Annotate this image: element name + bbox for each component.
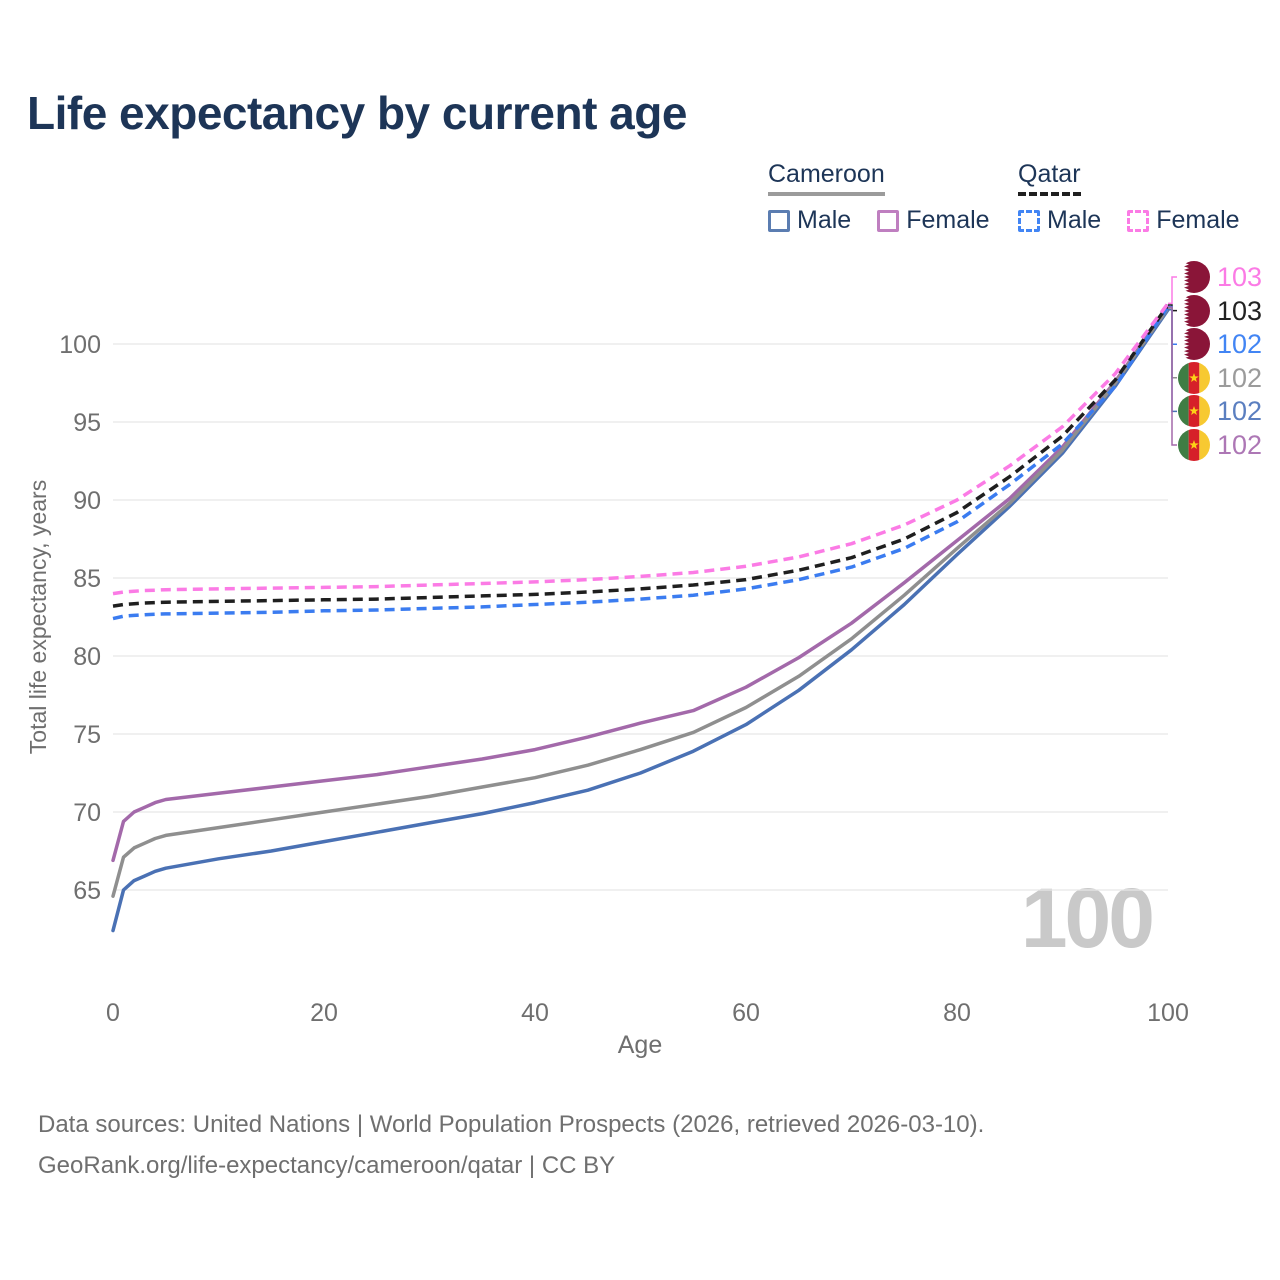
series-line-qatar-male[interactable] [112, 305, 1170, 621]
x-tick-label-20: 20 [310, 999, 338, 1027]
x-tick-label-60: 60 [732, 999, 760, 1027]
qatar-flag-icon [1178, 261, 1210, 293]
legend-checkbox-cameroon-male[interactable]: Male [768, 206, 851, 235]
x-axis-ticks: 0 20 40 60 80 100 [106, 999, 1189, 1027]
end-label-connector-qatar-female [1168, 276, 1177, 305]
legend-group-qatar: Qatar Male Female [1018, 160, 1240, 235]
checkbox-icon [768, 209, 790, 232]
series-line-cameroon-female[interactable] [111, 305, 1170, 863]
page-title: Life expectancy by current age [27, 87, 687, 139]
x-axis-title: Age [618, 1031, 662, 1059]
gridlines [113, 343, 1168, 891]
qatar-flag-icon [1178, 328, 1210, 360]
y-axis-title: Total life expectancy, years [25, 480, 51, 754]
label-connectors [1168, 276, 1177, 446]
y-tick-label-65: 65 [73, 877, 101, 905]
checkbox-icon [1127, 209, 1150, 232]
legend-item-label: Female [1156, 206, 1240, 234]
legend-group-cameroon: Cameroon Male Female [768, 160, 990, 235]
y-tick-label-80: 80 [73, 643, 101, 671]
cameroon-flag-icon [1178, 395, 1210, 427]
series-line-cameroon-male[interactable] [111, 307, 1170, 933]
end-label-value: 102 [1217, 363, 1263, 393]
end-label-cameroon-female: 102 [1178, 429, 1262, 461]
end-label-value: 102 [1217, 430, 1263, 460]
series-lines [111, 302, 1170, 933]
x-tick-label-40: 40 [521, 999, 549, 1027]
qatar-flag-icon [1178, 295, 1210, 327]
y-tick-label-70: 70 [73, 799, 101, 827]
footer-sources: Data sources: United Nations | World Pop… [38, 1111, 985, 1138]
cameroon-flag-icon [1178, 362, 1210, 394]
x-tick-label-80: 80 [943, 999, 971, 1027]
end-label-qatar-total: 103 [1178, 295, 1262, 327]
legend-item-label: Male [1047, 206, 1102, 234]
end-label-value: 102 [1217, 396, 1263, 426]
end-label-cameroon-male: 102 [1178, 395, 1262, 427]
y-tick-label-90: 90 [73, 487, 101, 515]
end-label-qatar-female: 103 [1178, 261, 1262, 293]
x-tick-label-100: 100 [1147, 999, 1189, 1027]
legend-checkbox-cameroon-female[interactable]: Female [877, 206, 990, 235]
y-axis-ticks: 65 70 75 80 85 90 95 100 [59, 331, 101, 905]
cameroon-flag-icon [1178, 429, 1210, 461]
legend-header-cameroon[interactable]: Cameroon [768, 160, 885, 196]
legend-checkbox-qatar-male[interactable]: Male [1018, 206, 1101, 235]
end-label-cameroon-total: 102 [1178, 362, 1262, 394]
y-tick-label-85: 85 [73, 565, 101, 593]
legend-checkbox-qatar-female[interactable]: Female [1127, 206, 1240, 235]
end-label-value: 103 [1217, 296, 1263, 326]
y-tick-label-75: 75 [73, 721, 101, 749]
end-label-qatar-male: 102 [1178, 328, 1262, 360]
end-label-connector-cameroon-female [1168, 306, 1177, 446]
end-label-value: 102 [1217, 329, 1263, 359]
legend-header-qatar[interactable]: Qatar [1018, 160, 1081, 196]
legend-item-label: Female [906, 206, 990, 234]
checkbox-icon [877, 209, 900, 232]
series-line-cameroon-total[interactable] [111, 306, 1170, 898]
checkbox-icon [1018, 209, 1040, 232]
y-tick-label-100: 100 [59, 331, 101, 359]
series-line-qatar-total[interactable] [112, 303, 1170, 608]
footer: Data sources: United Nations | World Pop… [38, 1104, 984, 1186]
series-line-qatar-female[interactable] [112, 302, 1170, 596]
x-tick-label-0: 0 [106, 999, 120, 1027]
footer-attribution: GeoRank.org/life-expectancy/cameroon/qat… [38, 1152, 616, 1179]
legend-item-label: Male [797, 206, 852, 234]
y-tick-label-95: 95 [73, 409, 101, 437]
end-label-value: 103 [1217, 262, 1263, 292]
